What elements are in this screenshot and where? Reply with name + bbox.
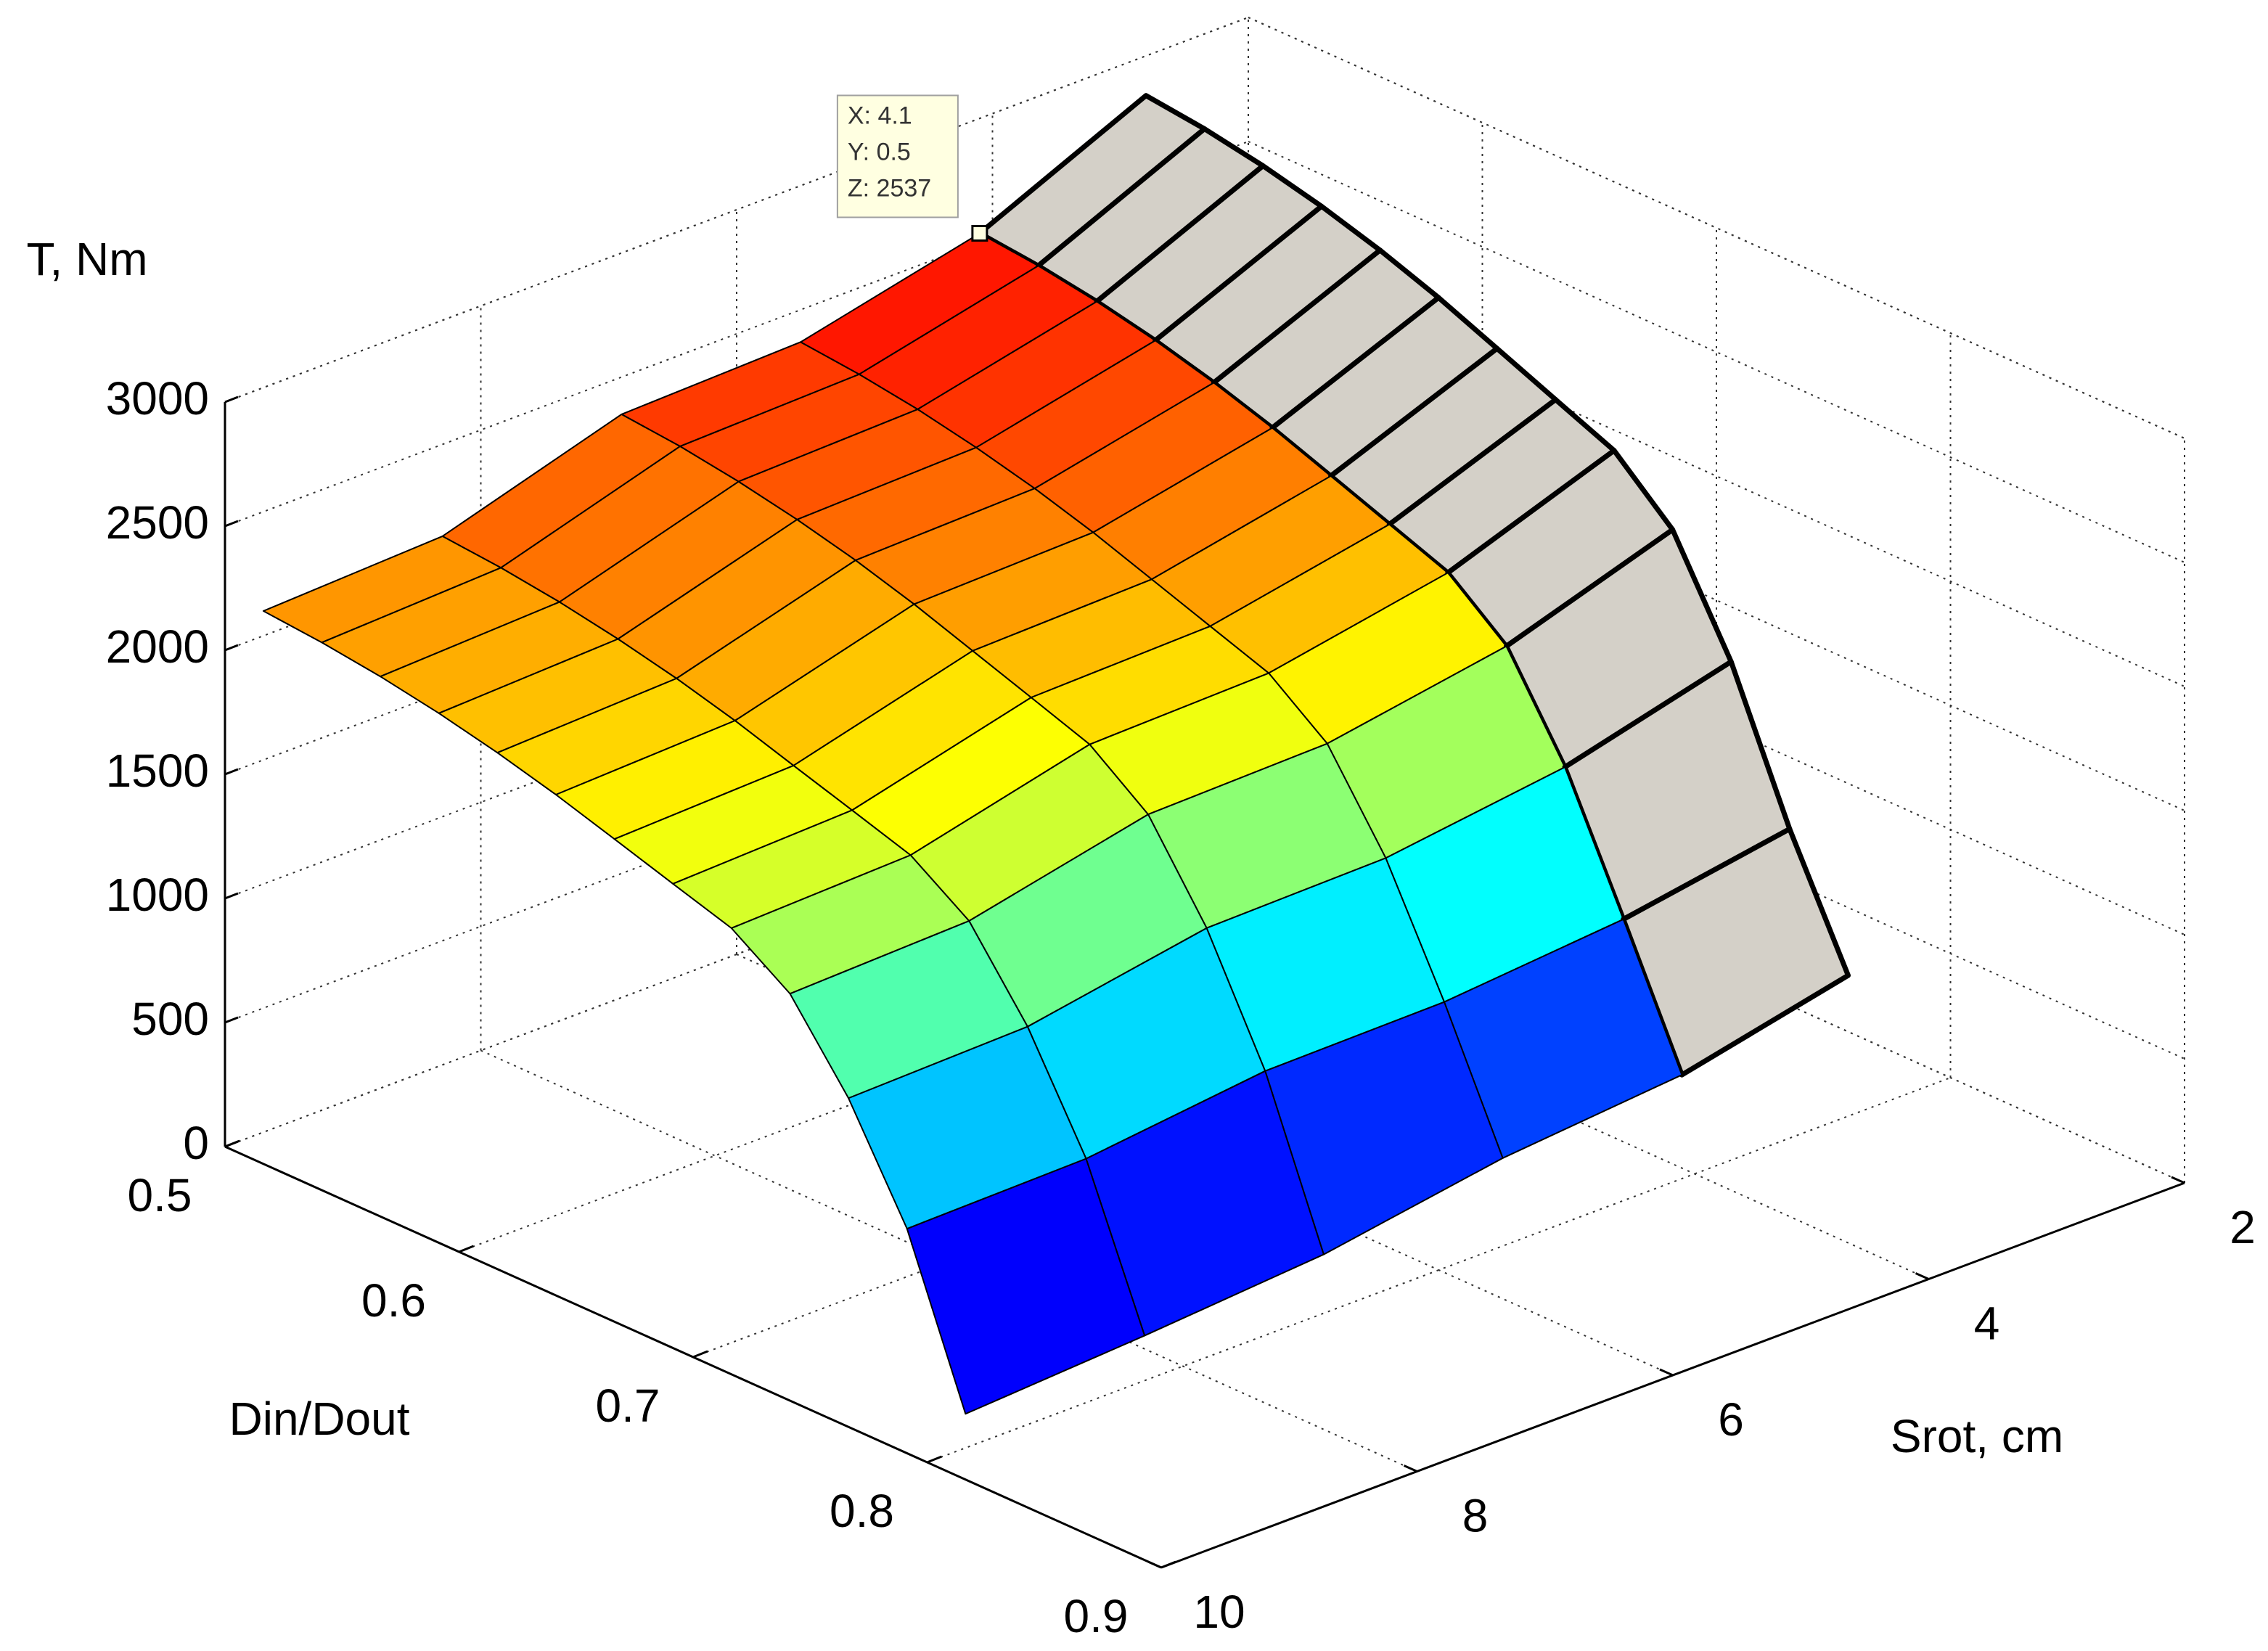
x-tick	[2171, 1176, 2185, 1184]
y-tick-label: 0.5	[128, 1169, 192, 1221]
y-axis-label: Din/Dout	[229, 1393, 410, 1445]
z-tick	[224, 768, 239, 776]
x-tick	[1659, 1368, 1674, 1377]
z-axis-label: T, Nm	[26, 233, 147, 285]
z-tick-label: 500	[131, 993, 209, 1045]
x-tick	[1915, 1272, 1930, 1280]
x-tick-label: 10	[1193, 1586, 1245, 1638]
y-tick-label: 0.8	[830, 1485, 894, 1537]
datatip-box	[836, 94, 959, 218]
grid-line	[224, 761, 1249, 1147]
y-tick-label: 0.6	[361, 1274, 426, 1327]
z-tick-label: 2000	[106, 620, 209, 673]
z-tick	[224, 644, 239, 652]
z-tick-label: 0	[183, 1117, 209, 1169]
grid-line	[224, 513, 1249, 899]
x-tick	[1147, 1560, 1162, 1569]
grid-line	[692, 972, 1717, 1358]
z-tick-label: 1500	[106, 745, 209, 797]
datatip-label: Z: 2537	[848, 174, 931, 202]
z-tick-label: 3000	[106, 372, 209, 425]
x-tick-label: 6	[1718, 1393, 1744, 1446]
y-tick-label: 0.7	[596, 1380, 660, 1432]
grid-line	[224, 141, 1249, 527]
x-tick-label: 8	[1462, 1489, 1489, 1541]
y-tick-label: 0.9	[1064, 1590, 1129, 1642]
y-tick	[1160, 1560, 1176, 1569]
x-tick	[1403, 1464, 1418, 1472]
y-tick	[224, 1139, 240, 1148]
datatip-marker	[971, 224, 988, 242]
z-tick	[224, 1016, 239, 1024]
z-tick-label: 1000	[106, 869, 209, 921]
z-tick	[224, 892, 239, 900]
y-tick	[692, 1350, 708, 1359]
datatip-label: Y: 0.5	[848, 138, 911, 165]
z-tick	[224, 520, 239, 528]
grid-line	[224, 637, 1249, 1023]
z-tick-label: 2500	[106, 496, 209, 549]
grid-line	[224, 389, 1249, 775]
z-tick	[224, 396, 239, 403]
x-axis-label: Srot, cm	[1891, 1410, 2063, 1462]
x-tick-label: 2	[2230, 1201, 2256, 1253]
y-tick	[926, 1455, 943, 1464]
grid-line	[927, 1077, 1951, 1463]
y-tick	[458, 1245, 475, 1253]
grid-line	[459, 867, 1483, 1253]
datatip-label: X: 4.1	[848, 102, 912, 129]
box-edge	[224, 17, 1249, 403]
x-tick-label: 4	[1974, 1297, 2000, 1349]
surface-cell	[906, 1158, 1146, 1415]
